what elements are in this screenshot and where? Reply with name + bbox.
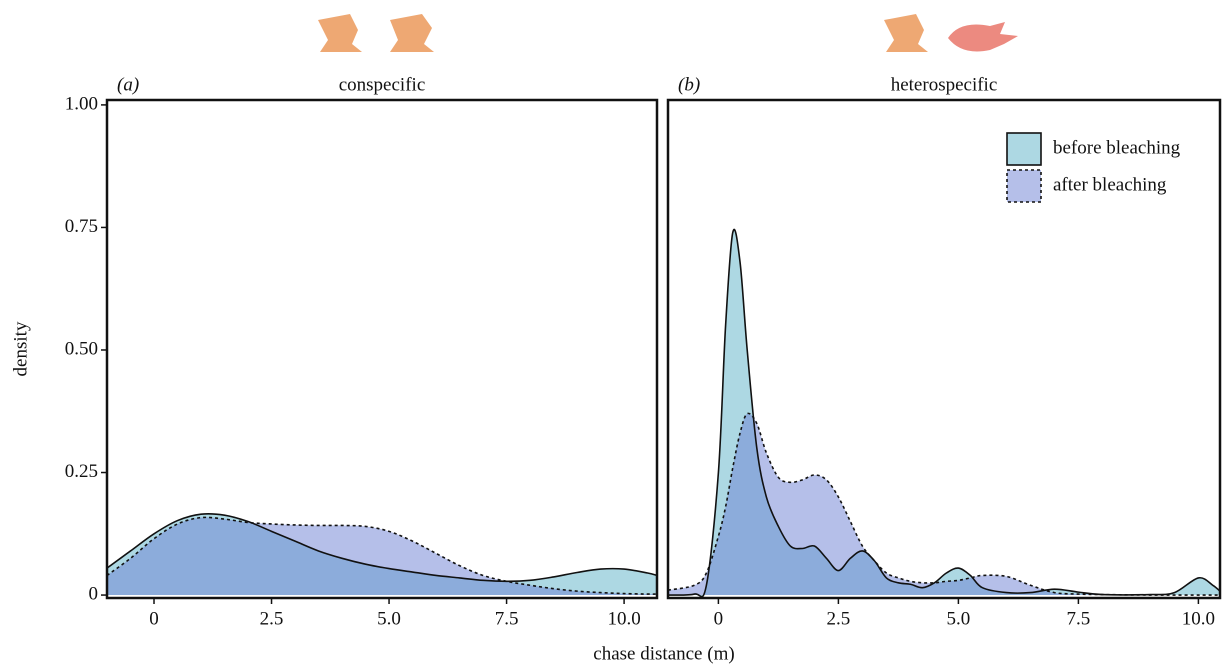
legend-label: before bleaching	[1053, 137, 1181, 158]
x-tick-label: 5.0	[377, 608, 401, 629]
x-axis-label: chase distance (m)	[593, 643, 734, 664]
density-line	[668, 412, 1220, 596]
panel-label: (a)	[117, 74, 139, 95]
fish-icon	[948, 22, 1018, 52]
y-tick-label: 0.25	[65, 461, 98, 482]
x-tick-label: 2.5	[260, 608, 284, 629]
legend-swatch	[1006, 132, 1042, 166]
fish-icon	[884, 14, 928, 52]
x-tick-label: 7.5	[1067, 608, 1091, 629]
x-tick-label: 7.5	[495, 608, 519, 629]
plot-area	[668, 228, 1220, 598]
panel: 0 2.5 5.0 7.5 10.0 0 0.25 0.50 0.75 1.00 (a) conspe…	[10, 74, 734, 664]
x-tick-label: 10.0	[1182, 608, 1215, 629]
y-tick-label: 0.50	[65, 338, 98, 359]
x-tick-label: 5.0	[947, 608, 971, 629]
x-tick-label: 0	[149, 608, 159, 629]
panel-label: (b)	[678, 74, 700, 95]
panel-title: heterospecific	[891, 74, 998, 95]
panel: 0 2.5 5.0 7.5 10.0 (b) heterospecific before bl…	[666, 74, 1222, 629]
x-tick-label: 2.5	[827, 608, 851, 629]
y-axis-label: density	[10, 321, 31, 376]
plot-frame	[666, 98, 1222, 600]
fish-icon	[318, 14, 362, 52]
legend-swatch	[1006, 169, 1042, 203]
x-tick-label: 10.0	[607, 608, 640, 629]
y-tick-label: 1.00	[65, 93, 98, 114]
x-tick-label: 0	[714, 608, 724, 629]
plot-area	[107, 512, 657, 596]
density-line	[107, 512, 657, 583]
density-line	[107, 516, 657, 595]
plots: 0 2.5 5.0 7.5 10.0 0 0.25 0.50 0.75 1.00 (a) conspe…	[10, 74, 1222, 664]
fish-icon	[390, 14, 434, 52]
fish-icons	[318, 14, 1018, 52]
legend-label: after bleaching	[1053, 174, 1167, 195]
panel-title: conspecific	[339, 74, 426, 95]
density-area	[107, 517, 657, 596]
y-tick-label: 0.75	[65, 216, 98, 237]
y-tick-label: 0	[89, 583, 99, 604]
density-area	[668, 413, 1220, 596]
plot-frame	[105, 98, 659, 600]
